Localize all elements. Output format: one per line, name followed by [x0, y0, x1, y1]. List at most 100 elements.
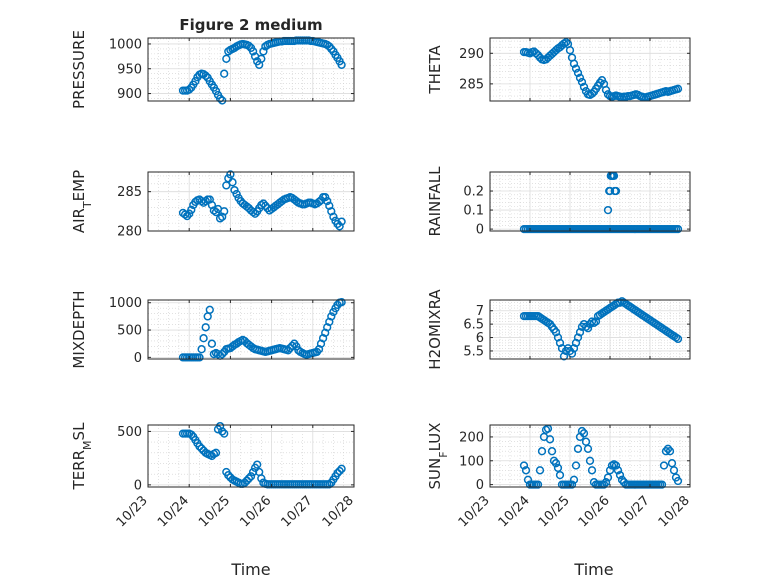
- data-point: [197, 345, 206, 354]
- y-axis-label: THETA: [426, 45, 444, 95]
- y-tick-label: 200: [459, 430, 484, 445]
- y-tick-label: 6: [476, 331, 484, 346]
- data-point: [523, 475, 533, 484]
- data-point: [337, 217, 346, 226]
- data-point: [246, 472, 256, 481]
- y-axis-label: AIRTEMP: [70, 170, 94, 233]
- x-axis-label-left: Time: [230, 560, 270, 579]
- x-tick-label: 10/28: [320, 493, 357, 530]
- data-point: [253, 460, 262, 469]
- x-tick-label: 10/24: [496, 493, 533, 530]
- data-point: [218, 427, 227, 436]
- data-point: [259, 47, 268, 56]
- y-tick-label: 500: [117, 324, 142, 339]
- data-point: [205, 305, 214, 314]
- data-point: [201, 71, 210, 80]
- data-point: [583, 324, 593, 333]
- data-point: [325, 480, 334, 489]
- data-point: [579, 429, 589, 438]
- data-point: [573, 68, 583, 78]
- data-point: [673, 334, 683, 344]
- data-point: [242, 476, 252, 485]
- data-series-sun_flux: [519, 424, 683, 489]
- data-point: [191, 77, 200, 86]
- data-point: [603, 473, 613, 482]
- y-tick-label: 900: [117, 87, 142, 102]
- data-point: [327, 312, 336, 321]
- data-point: [583, 444, 593, 453]
- data-point: [665, 447, 675, 456]
- data-point: [601, 85, 611, 95]
- data-point: [605, 186, 615, 196]
- x-tick-label: 10/26: [237, 493, 274, 530]
- data-point: [551, 328, 561, 337]
- data-point: [250, 209, 260, 218]
- data-point: [220, 69, 229, 78]
- data-point: [277, 196, 287, 206]
- data-point: [232, 189, 241, 199]
- data-point: [244, 474, 254, 483]
- data-point: [559, 352, 569, 361]
- data-point: [209, 206, 219, 215]
- data-point: [201, 323, 210, 332]
- data-point: [182, 211, 192, 221]
- data-point: [180, 210, 190, 219]
- data-point: [337, 60, 346, 69]
- data-point: [659, 461, 669, 470]
- data-point: [533, 480, 543, 489]
- axes-box: [147, 424, 355, 488]
- data-point: [220, 207, 229, 216]
- data-point: [669, 466, 679, 475]
- data-point: [218, 349, 227, 359]
- data-point: [605, 466, 615, 475]
- x-tick-label: 10/27: [616, 493, 653, 530]
- subplot-h2omixra: 5.566.57 H2OMIXRA: [426, 289, 691, 370]
- data-point: [333, 468, 342, 478]
- data-point: [283, 346, 293, 355]
- data-point: [337, 464, 346, 473]
- subplot-air_temp: 280 285 AIRTEMP: [70, 170, 355, 240]
- y-tick-label: 5.5: [463, 344, 484, 359]
- y-tick-label: 0.1: [463, 204, 484, 219]
- subplot-terrain: 0 500 TERRMSL 10/23 10/24 10/25 10/26 10/27 10/2…: [70, 422, 357, 530]
- data-point: [571, 461, 581, 470]
- y-axis-label: H2OMIXRA: [426, 289, 444, 370]
- data-point: [248, 47, 258, 56]
- data-point: [567, 349, 577, 358]
- y-tick-label: 7: [476, 304, 484, 319]
- data-point: [337, 298, 346, 307]
- x-tick-label: 10/28: [656, 493, 693, 530]
- data-series-air_temp: [178, 170, 346, 231]
- x-tick-label: 10/25: [196, 493, 233, 530]
- data-point: [222, 181, 231, 190]
- data-point: [615, 470, 625, 480]
- data-point: [335, 222, 344, 231]
- data-point: [257, 54, 266, 63]
- data-point: [673, 224, 683, 234]
- data-point: [228, 178, 237, 187]
- data-point: [521, 466, 531, 475]
- data-point: [335, 466, 344, 476]
- axes-box: [147, 299, 355, 360]
- x-tick-label: 10/23: [456, 493, 493, 530]
- data-point: [581, 437, 591, 446]
- axes-box: [489, 424, 691, 488]
- y-tick-label: 0: [134, 351, 142, 366]
- data-point: [667, 459, 677, 468]
- data-point: [587, 89, 597, 98]
- y-tick-label: 0: [476, 223, 484, 238]
- data-point: [567, 480, 577, 489]
- data-point: [537, 447, 547, 456]
- data-point: [207, 339, 217, 348]
- y-tick-label: 1000: [109, 37, 142, 52]
- x-tick-label: 10/25: [536, 493, 573, 530]
- data-point: [215, 94, 225, 103]
- data-point: [224, 471, 233, 480]
- data-series-mixdepth: [178, 298, 346, 362]
- x-tick-label: 10/24: [155, 493, 192, 530]
- data-point: [579, 82, 589, 92]
- data-point: [673, 476, 683, 486]
- y-axis-label: MIXDEPTH: [70, 290, 88, 368]
